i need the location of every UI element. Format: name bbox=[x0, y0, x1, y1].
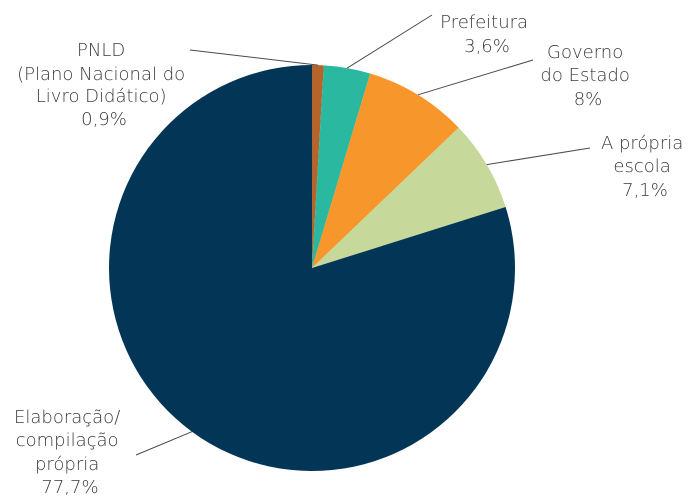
leader-line-a-propria-escola bbox=[486, 147, 591, 166]
pie-slices bbox=[108, 65, 516, 472]
pie-slice-governo-do-estado bbox=[312, 73, 459, 268]
slice-label-elaboracao-propria: Elaboração/ compilação própria 77,7% bbox=[14, 407, 126, 496]
pie-slice-elaboracao-propria bbox=[108, 65, 516, 472]
pie-slice-prefeitura bbox=[312, 65, 371, 268]
pie-slice-pnld bbox=[312, 65, 324, 268]
slice-label-prefeitura: Prefeitura 3,6% bbox=[440, 12, 534, 57]
pie-slice-a-propria-escola bbox=[312, 127, 506, 268]
slice-label-a-propria-escola: A própria escola 7,1% bbox=[601, 133, 689, 201]
leader-line-pnld bbox=[189, 49, 318, 66]
slice-label-governo-do-estado: Governo do Estado 8% bbox=[540, 42, 635, 110]
leader-lines bbox=[135, 14, 591, 456]
leader-line-governo-do-estado bbox=[417, 59, 534, 96]
leader-line-prefeitura bbox=[346, 14, 433, 69]
leader-line-elaboracao-propria bbox=[135, 431, 193, 456]
slice-label-pnld: PNLD (Plano Nacional do Livro Didático) … bbox=[17, 40, 191, 130]
